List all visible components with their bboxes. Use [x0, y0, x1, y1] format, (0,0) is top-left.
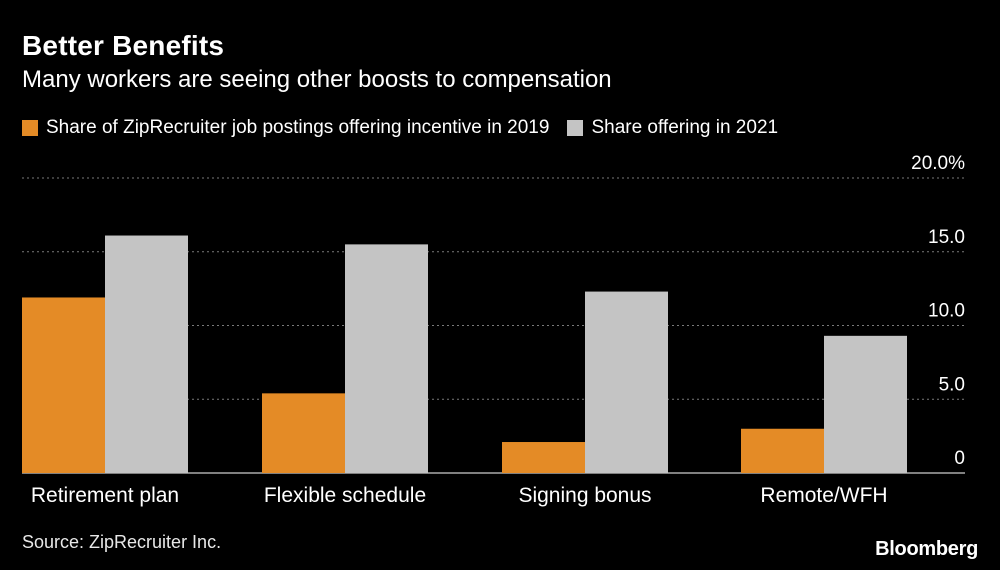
y-tick-label-3: 15.0 [928, 227, 965, 248]
chart-title: Better Benefits [22, 30, 225, 61]
x-tick-label-2: Signing bonus [518, 484, 651, 507]
bar-2021-1 [345, 244, 428, 473]
x-tick-label-3: Remote/WFH [760, 484, 887, 507]
legend-item-2019: Share of ZipRecruiter job postings offer… [22, 117, 549, 139]
bloomberg-logo: Bloomberg [875, 538, 978, 560]
bar-2019-0 [22, 297, 105, 473]
legend-swatch-2019 [22, 120, 38, 136]
legend-label-2019: Share of ZipRecruiter job postings offer… [46, 117, 550, 138]
bar-2019-2 [502, 442, 585, 473]
bar-2019-1 [262, 393, 345, 473]
legend-swatch-2021 [567, 120, 584, 136]
x-tick-label-1: Flexible schedule [264, 484, 426, 507]
y-tick-label-0: 0 [954, 448, 965, 469]
y-tick-label-4: 20.0% [911, 153, 965, 174]
bar-2021-3 [824, 335, 907, 473]
y-tick-label-1: 5.0 [939, 374, 965, 395]
bar-2021-0 [105, 235, 188, 473]
legend-item-2021: Share offering in 2021 [567, 117, 778, 139]
bar-2021-2 [585, 291, 668, 473]
chart-legend: Share of ZipRecruiter job postings offer… [22, 117, 796, 139]
x-tick-label-0: Retirement plan [31, 484, 179, 507]
chart-subtitle: Many workers are seeing other boosts to … [22, 66, 612, 93]
legend-label-2021: Share offering in 2021 [591, 117, 779, 138]
y-tick-label-2: 10.0 [928, 301, 965, 322]
source-note: Source: ZipRecruiter Inc. [22, 532, 222, 552]
bar-2019-3 [741, 428, 824, 473]
